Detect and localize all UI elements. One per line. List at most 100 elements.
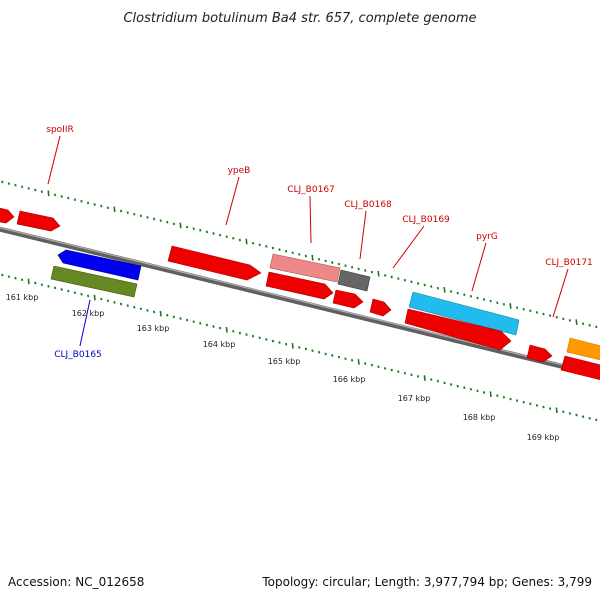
feature-cds-168[interactable] — [526, 344, 553, 363]
minor-tick — [535, 404, 539, 407]
accession-text: Accession: NC_012658 — [8, 575, 144, 589]
minor-tick — [265, 338, 268, 341]
minor-tick — [390, 275, 393, 279]
connector-spoIIR — [47, 135, 61, 185]
minor-tick — [529, 402, 532, 406]
feature-cds-169[interactable] — [560, 355, 600, 381]
minor-tick — [496, 394, 499, 398]
minor-tick — [542, 312, 545, 316]
minor-tick — [192, 227, 195, 231]
minor-tick — [40, 190, 44, 194]
major-tick — [27, 278, 30, 285]
gene-label-CLJ_B0165[interactable]: CLJ_B0165 — [54, 350, 102, 360]
minor-tick — [291, 251, 294, 255]
minor-tick — [119, 302, 123, 306]
major-tick — [489, 391, 492, 397]
gene-label-CLJ_B0171[interactable]: CLJ_B0171 — [545, 258, 593, 268]
major-tick — [377, 270, 380, 277]
minor-tick — [67, 196, 70, 200]
feature-pyrG[interactable] — [408, 291, 520, 336]
minor-tick — [529, 309, 532, 313]
minor-tick — [489, 299, 492, 303]
gene-label-ypeB[interactable]: ypeB — [228, 166, 251, 176]
minor-tick — [119, 209, 123, 213]
feature-spoIIR[interactable] — [16, 210, 61, 232]
major-tick — [423, 375, 426, 381]
minor-tick — [423, 283, 426, 287]
minor-tick — [232, 236, 235, 240]
feature-orange[interactable] — [566, 337, 600, 361]
gene-label-spoIIR[interactable]: spoIIR — [46, 125, 73, 135]
minor-tick — [476, 389, 479, 393]
gene-label-pyrG[interactable]: pyrG — [476, 232, 498, 242]
minor-tick — [298, 253, 301, 256]
minor-tick — [73, 198, 77, 202]
genome-backbone — [0, 226, 600, 379]
gene-label-CLJ_B0168[interactable]: CLJ_B0168 — [344, 200, 392, 210]
feature-red-left-edge[interactable] — [0, 207, 15, 224]
minor-tick — [377, 365, 380, 369]
major-tick — [245, 238, 248, 245]
minor-tick — [581, 415, 585, 419]
minor-tick — [218, 233, 222, 237]
minor-tick — [133, 212, 136, 216]
minor-tick — [225, 235, 228, 239]
feature-cds-164[interactable] — [265, 271, 334, 300]
minor-tick — [397, 277, 400, 280]
minor-tick — [502, 395, 506, 399]
connector-pyrG — [471, 242, 487, 292]
feature-CLJ_B0165[interactable] — [57, 249, 142, 281]
minor-tick — [357, 267, 360, 271]
forward-features — [0, 207, 600, 361]
minor-tick — [172, 222, 176, 226]
minor-tick — [166, 313, 169, 317]
gene-label-CLJ_B0169[interactable]: CLJ_B0169 — [402, 215, 450, 225]
gene-labels: spoIIR ypeB CLJ_B0167 CLJ_B0168 CLJ_B016… — [46, 125, 593, 360]
minor-tick — [212, 325, 215, 328]
minor-tick — [509, 397, 512, 401]
feature-cds-166[interactable] — [369, 298, 392, 317]
minor-tick — [7, 275, 11, 278]
minor-tick — [192, 320, 195, 324]
minor-tick — [146, 216, 149, 219]
connector-CLJ_B0165 — [79, 299, 91, 347]
feature-green[interactable] — [50, 265, 138, 298]
feature-cds-167[interactable] — [404, 308, 512, 351]
minor-tick — [390, 368, 393, 372]
minor-tick — [258, 336, 261, 340]
minor-tick — [185, 225, 189, 229]
minor-tick — [271, 339, 275, 343]
scale-label: 169 kbp — [527, 433, 560, 442]
feature-CLJ_B0167[interactable] — [269, 253, 341, 283]
minor-tick — [581, 322, 585, 326]
minor-tick — [152, 217, 156, 221]
minor-tick — [304, 254, 308, 258]
minor-tick — [410, 373, 413, 377]
minor-tick — [265, 245, 268, 248]
minor-tick — [344, 264, 347, 268]
minor-tick — [324, 259, 327, 263]
minor-tick — [317, 257, 321, 261]
scale-labels: 161 kbp 162 kbp 163 kbp 164 kbp 165 kbp … — [6, 293, 560, 442]
minor-tick — [86, 294, 90, 298]
feature-ypeB[interactable] — [167, 245, 262, 281]
minor-tick — [502, 302, 506, 306]
minor-tick — [416, 282, 420, 285]
minor-tick — [133, 305, 136, 309]
minor-tick — [522, 307, 525, 311]
feature-CLJ_B0168[interactable] — [337, 269, 371, 292]
minor-tick — [416, 375, 420, 378]
minor-tick — [238, 331, 242, 335]
minor-tick — [588, 323, 591, 327]
minor-tick — [27, 187, 30, 190]
minor-tick — [106, 206, 110, 210]
minor-tick — [482, 298, 486, 301]
feature-cds-165[interactable] — [332, 289, 364, 309]
minor-tick — [364, 362, 367, 365]
connector-CLJ_B0169 — [392, 225, 425, 269]
gene-label-CLJ_B0167[interactable]: CLJ_B0167 — [287, 185, 335, 195]
minor-tick — [251, 334, 255, 338]
minor-tick — [126, 304, 129, 307]
minor-tick — [34, 281, 37, 285]
